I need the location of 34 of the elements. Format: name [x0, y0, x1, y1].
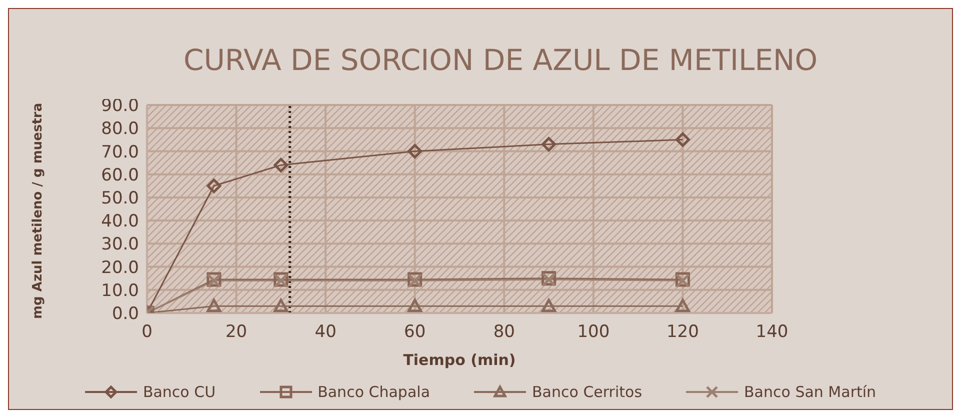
point — [675, 298, 690, 312]
x-tick-label: 20 — [225, 322, 248, 342]
point — [206, 178, 222, 194]
x-tick-label: 0 — [142, 322, 152, 342]
x-tick-label: 120 — [666, 322, 699, 342]
y-tick-label: 20.0 — [101, 258, 139, 278]
x-tick-label: 40 — [314, 322, 336, 342]
point — [542, 298, 556, 312]
y-tick-label: 80.0 — [101, 119, 139, 140]
y-tick-label: 70.0 — [101, 142, 139, 162]
legend-label: Banco San Martín — [744, 383, 876, 401]
y-tick-label: 10.0 — [101, 280, 139, 301]
y-tick-label: 40.0 — [101, 212, 139, 232]
legend-label: Banco Chapala — [318, 383, 430, 401]
y-tick-label: 60.0 — [101, 165, 139, 186]
x-tick-label: 140 — [756, 322, 788, 342]
point — [408, 298, 422, 312]
x-axis-title: Tiempo (min) — [403, 351, 516, 369]
point — [206, 298, 222, 312]
x-tick-label: 80 — [493, 322, 515, 342]
x-tick-label: 60 — [404, 322, 426, 342]
chart-title: CURVA DE SORCION DE AZUL DE METILENO — [183, 43, 818, 77]
point — [274, 298, 288, 312]
point — [542, 137, 556, 152]
point — [408, 144, 422, 158]
x-tick-label: 100 — [577, 322, 610, 342]
y-tick-label: 0.0 — [112, 304, 139, 324]
point — [675, 132, 690, 147]
y-axis-title: mg Azul metileno / g muestra — [30, 102, 46, 319]
y-tick-label: 30.0 — [101, 234, 139, 255]
point — [274, 158, 288, 172]
legend-label: Banco Cerritos — [532, 383, 642, 401]
y-tick-label: 50.0 — [101, 188, 139, 208]
legend-label: Banco CU — [142, 383, 216, 401]
